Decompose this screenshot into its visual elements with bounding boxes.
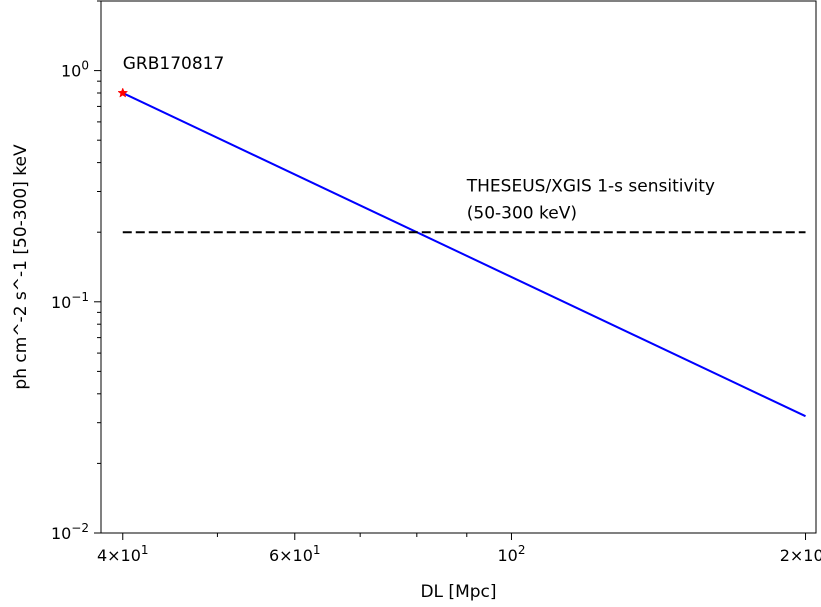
grb-point-marker — [117, 87, 129, 98]
plot-area — [101, 1, 816, 533]
x-tick-label: 4×101 — [97, 543, 149, 565]
grb-point-label: GRB170817 — [123, 54, 225, 74]
y-tick-label: 10−1 — [51, 290, 89, 312]
plot-frame — [100, 0, 817, 534]
x-tick-label: 2×102 — [780, 543, 821, 565]
x-axis-label: DL [Mpc] — [420, 582, 496, 602]
y-axis-label: ph cm^-2 s^-1 [50-300] keV — [11, 144, 31, 390]
sensitivity-annotation-line-0: THESEUS/XGIS 1-s sensitivity — [466, 176, 715, 196]
x-tick-label: 102 — [497, 543, 525, 565]
y-tick-label: 10−2 — [51, 521, 89, 543]
flux-line — [122, 92, 806, 418]
sensitivity-annotation-line-1: (50-300 keV) — [467, 203, 577, 223]
x-tick-label: 6×101 — [269, 543, 321, 565]
y-tick-label: 100 — [61, 59, 89, 81]
